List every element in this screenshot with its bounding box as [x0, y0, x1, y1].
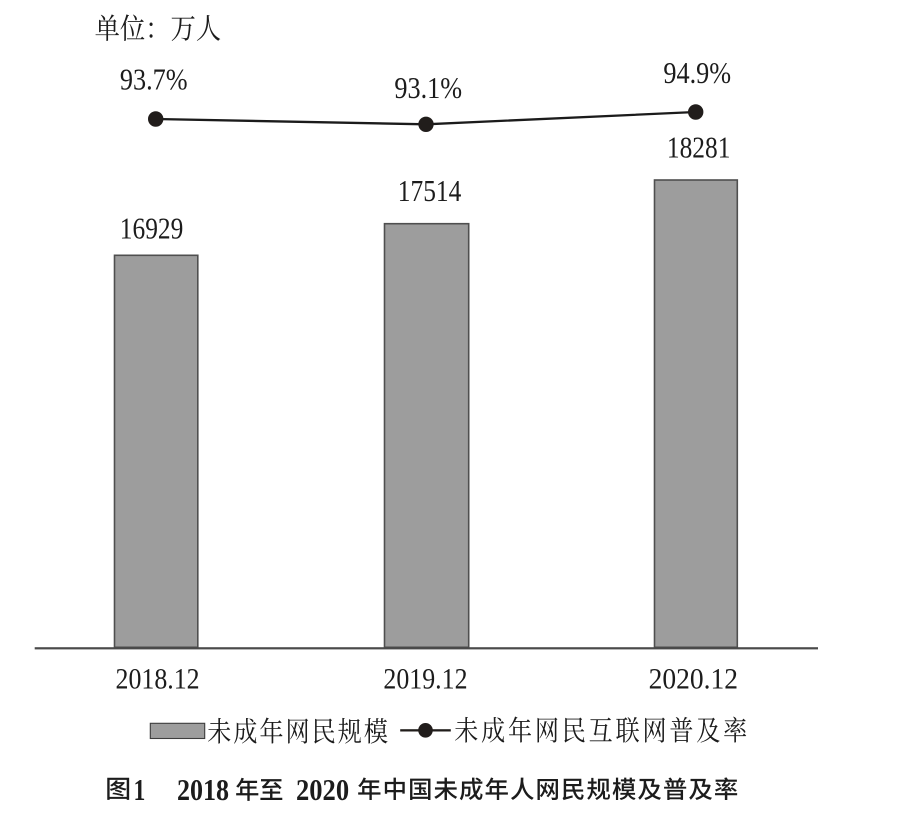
svg-text:93.7%: 93.7%	[120, 64, 188, 97]
svg-text:2019.12: 2019.12	[383, 663, 467, 696]
svg-text:2020: 2020	[296, 773, 349, 807]
svg-text:18281: 18281	[667, 131, 731, 165]
svg-text:93.1%: 93.1%	[394, 72, 462, 105]
svg-text:2020.12: 2020.12	[649, 664, 738, 696]
svg-text:16929: 16929	[120, 212, 184, 246]
svg-text:2018: 2018	[177, 773, 229, 808]
svg-text:94.9%: 94.9%	[663, 57, 731, 90]
svg-text:2018.12: 2018.12	[116, 663, 200, 696]
svg-text:17514: 17514	[398, 175, 462, 209]
svg-text:1: 1	[134, 772, 146, 807]
